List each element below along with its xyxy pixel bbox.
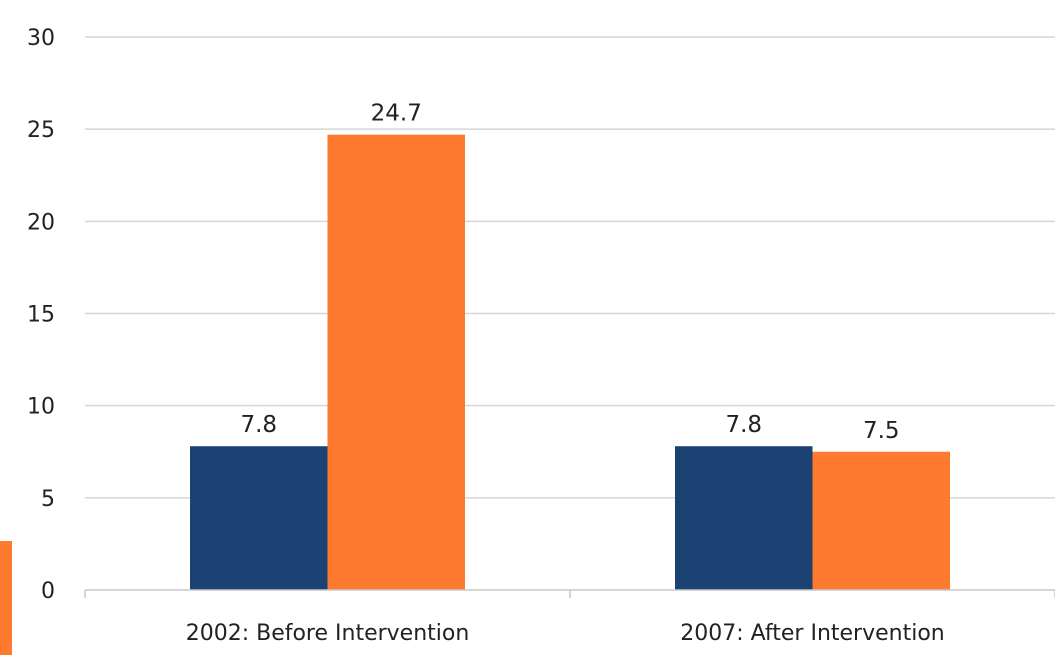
data-label: 7.8 (725, 412, 762, 438)
bars (190, 134, 950, 591)
x-category-label: 2007: After Intervention (680, 621, 945, 646)
y-tick-label: 5 (41, 487, 55, 512)
bar (190, 446, 328, 590)
bar (327, 134, 465, 591)
y-axis-ticks: 0 5 10 15 20 25 30 (27, 26, 55, 604)
x-axis: 2002: Before Intervention 2007: After Int… (84, 589, 1055, 646)
bar (812, 451, 950, 590)
data-label: 7.8 (240, 412, 277, 438)
y-tick-label: 25 (27, 118, 55, 143)
bar (675, 446, 813, 590)
x-category-label: 2002: Before Intervention (186, 621, 470, 646)
legend-swatch-fragment (0, 541, 12, 655)
y-tick-label: 0 (41, 579, 55, 604)
y-tick-label: 10 (27, 395, 55, 420)
data-labels: 7.8 24.7 7.8 7.5 (240, 101, 899, 444)
y-tick-label: 30 (27, 26, 55, 51)
data-label: 24.7 (371, 101, 422, 127)
y-tick-label: 20 (27, 210, 55, 235)
gridlines (85, 36, 1055, 499)
y-tick-label: 15 (27, 303, 55, 328)
data-label: 7.5 (863, 418, 900, 444)
